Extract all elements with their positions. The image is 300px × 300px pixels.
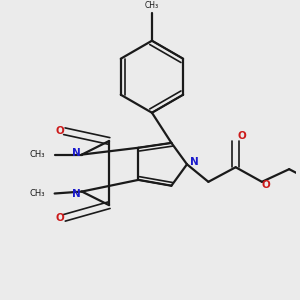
Text: CH₃: CH₃ (145, 1, 159, 10)
Text: N: N (72, 148, 80, 158)
Text: O: O (237, 131, 246, 141)
Text: O: O (261, 180, 270, 190)
Text: O: O (55, 213, 64, 223)
Text: CH₃: CH₃ (29, 150, 45, 159)
Text: O: O (55, 126, 64, 136)
Text: N: N (190, 158, 199, 167)
Text: CH₃: CH₃ (29, 189, 45, 198)
Text: N: N (72, 188, 80, 199)
